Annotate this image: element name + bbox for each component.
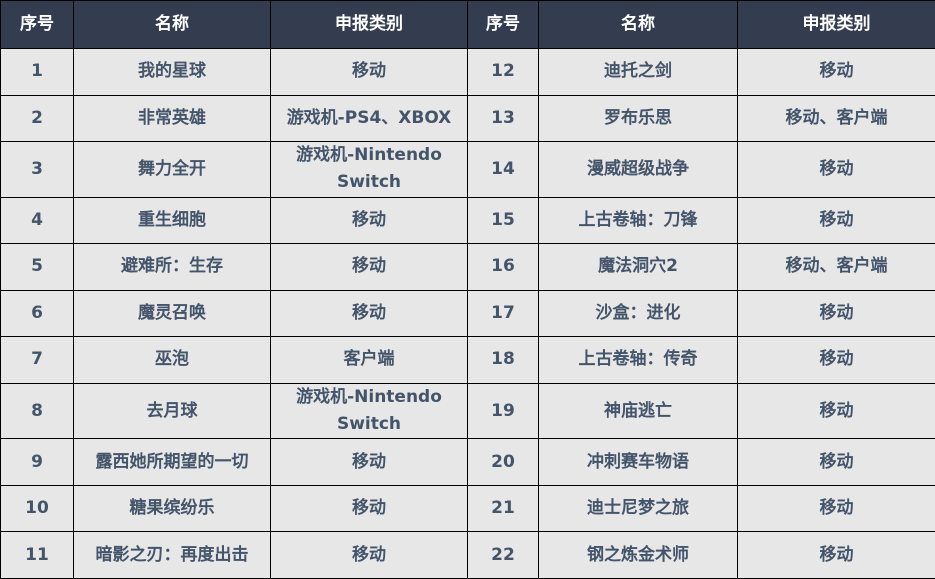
- cell-index: 12: [467, 48, 539, 96]
- cell-index: 1: [0, 48, 74, 96]
- cell-name: 魔灵召唤: [73, 289, 271, 338]
- cell-name: 上古卷轴：传奇: [538, 336, 738, 384]
- cell-index: 15: [467, 196, 539, 245]
- cell-name: 钢之炼金术师: [538, 531, 738, 579]
- table-row: 11 暗影之刃：再度出击 移动 22 钢之炼金术师 移动: [0, 531, 935, 579]
- cell-index: 2: [0, 94, 74, 143]
- header-row: 序号 名称 申报类别 序号 名称 申报类别: [0, 0, 935, 49]
- cell-index: 21: [467, 484, 539, 533]
- cell-index: 16: [467, 243, 539, 291]
- cell-index: 22: [467, 531, 539, 579]
- table-row: 5 避难所：生存 移动 16 魔法洞穴2 移动、客户端: [0, 243, 935, 291]
- cell-index: 8: [0, 382, 74, 440]
- cell-category: 移动、客户端: [737, 243, 935, 291]
- cell-name: 巫泡: [73, 336, 271, 384]
- table-row: 3 舞力全开 游戏机-Nintendo Switch 14 漫威超级战争 移动: [0, 141, 935, 198]
- cell-name: 避难所：生存: [73, 243, 271, 291]
- cell-category: 移动: [737, 48, 935, 96]
- cell-category: 移动: [737, 196, 935, 245]
- cell-category: 移动、客户端: [737, 94, 935, 143]
- cell-name: 沙盒：进化: [538, 289, 738, 338]
- cell-name: 去月球: [73, 382, 271, 440]
- column-header-index: 序号: [467, 0, 539, 49]
- cell-index: 18: [467, 336, 539, 384]
- cell-name: 冲刺赛车物语: [538, 438, 738, 486]
- cell-name: 非常英雄: [73, 94, 271, 143]
- cell-index: 17: [467, 289, 539, 338]
- table-row: 8 去月球 游戏机-Nintendo Switch 19 神庙逃亡 移动: [0, 382, 935, 440]
- cell-category: 移动: [737, 141, 935, 198]
- cell-name: 罗布乐思: [538, 94, 738, 143]
- cell-name: 魔法洞穴2: [538, 243, 738, 291]
- table-row: 9 露西她所期望的一切 移动 20 冲刺赛车物语 移动: [0, 438, 935, 486]
- cell-name: 露西她所期望的一切: [73, 438, 271, 486]
- cell-category: 移动: [270, 48, 468, 96]
- cell-index: 10: [0, 484, 74, 533]
- cell-category: 移动: [737, 438, 935, 486]
- table-row: 2 非常英雄 游戏机-PS4、XBOX 13 罗布乐思 移动、客户端: [0, 94, 935, 143]
- cell-name: 漫威超级战争: [538, 141, 738, 198]
- cell-index: 11: [0, 531, 74, 579]
- cell-category: 移动: [270, 438, 468, 486]
- cell-index: 3: [0, 141, 74, 198]
- cell-category: 移动: [737, 531, 935, 579]
- table-row: 7 巫泡 客户端 18 上古卷轴：传奇 移动: [0, 336, 935, 384]
- column-header-name: 名称: [538, 0, 738, 49]
- column-header-index: 序号: [0, 0, 74, 49]
- table-row: 10 糖果缤纷乐 移动 21 迪士尼梦之旅 移动: [0, 484, 935, 533]
- cell-name: 神庙逃亡: [538, 382, 738, 440]
- cell-index: 6: [0, 289, 74, 338]
- cell-index: 20: [467, 438, 539, 486]
- cell-category: 客户端: [270, 336, 468, 384]
- cell-category: 移动: [270, 289, 468, 338]
- table-row: 1 我的星球 移动 12 迪托之剑 移动: [0, 48, 935, 96]
- cell-name: 糖果缤纷乐: [73, 484, 271, 533]
- cell-index: 19: [467, 382, 539, 440]
- cell-name: 舞力全开: [73, 141, 271, 198]
- cell-index: 7: [0, 336, 74, 384]
- cell-name: 迪托之剑: [538, 48, 738, 96]
- cell-category: 移动: [270, 196, 468, 245]
- cell-category: 移动: [270, 531, 468, 579]
- cell-category: 移动: [737, 336, 935, 384]
- column-header-category: 申报类别: [737, 0, 935, 49]
- cell-category: 移动: [737, 382, 935, 440]
- cell-category: 移动: [270, 484, 468, 533]
- cell-index: 13: [467, 94, 539, 143]
- cell-index: 5: [0, 243, 74, 291]
- column-header-category: 申报类别: [270, 0, 468, 49]
- cell-name: 上古卷轴：刀锋: [538, 196, 738, 245]
- cell-category: 游戏机-Nintendo Switch: [270, 382, 468, 440]
- cell-index: 14: [467, 141, 539, 198]
- cell-category: 游戏机-PS4、XBOX: [270, 94, 468, 143]
- cell-category: 游戏机-Nintendo Switch: [270, 141, 468, 198]
- cell-name: 我的星球: [73, 48, 271, 96]
- table-row: 4 重生细胞 移动 15 上古卷轴：刀锋 移动: [0, 196, 935, 245]
- table-row: 6 魔灵召唤 移动 17 沙盒：进化 移动: [0, 289, 935, 338]
- cell-name: 迪士尼梦之旅: [538, 484, 738, 533]
- column-header-name: 名称: [73, 0, 271, 49]
- cell-index: 4: [0, 196, 74, 245]
- cell-category: 移动: [270, 243, 468, 291]
- cell-category: 移动: [737, 484, 935, 533]
- cell-name: 重生细胞: [73, 196, 271, 245]
- cell-index: 9: [0, 438, 74, 486]
- cell-name: 暗影之刃：再度出击: [73, 531, 271, 579]
- cell-category: 移动: [737, 289, 935, 338]
